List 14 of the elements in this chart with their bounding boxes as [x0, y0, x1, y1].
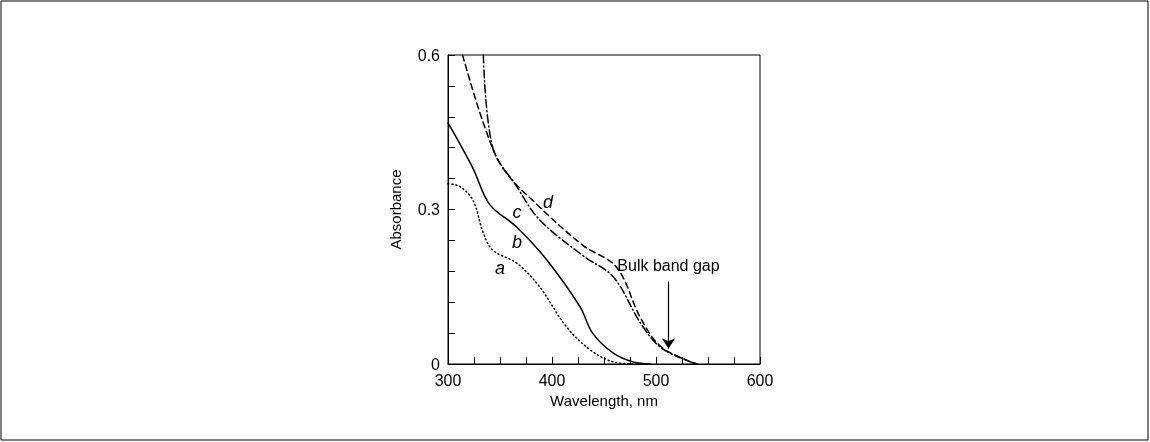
x-tick-label: 400	[538, 371, 566, 389]
series-label: b	[511, 232, 523, 252]
y-axis-title: Absorbance	[387, 169, 404, 250]
x-axis-title: Wavelength, nm	[550, 391, 658, 409]
x-tick-label: 500	[642, 371, 670, 389]
x-tick-label: 300	[434, 371, 462, 389]
y-tick-label: 0.3	[417, 201, 441, 218]
x-tick-label: 600	[746, 371, 774, 389]
series-label: a	[494, 258, 506, 278]
series-label: d	[542, 192, 554, 212]
y-tick-label: 0	[431, 355, 441, 373]
series-label: c	[512, 202, 522, 222]
y-tick-label: 0.6	[417, 46, 441, 64]
annotation: Bulk band gap	[617, 257, 720, 275]
